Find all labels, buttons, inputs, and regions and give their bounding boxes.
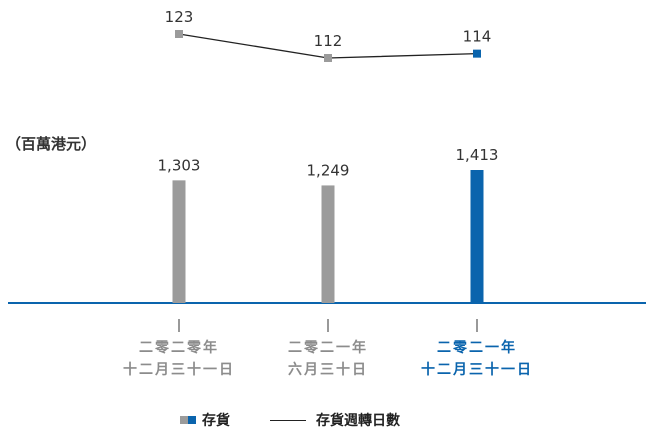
unit-label: （百萬港元） xyxy=(6,135,97,153)
legend-swatch-blue xyxy=(188,416,196,424)
x-tick-label-line2: 十二月三十一日 xyxy=(421,362,533,378)
x-tick-label-line2: 十二月三十一日 xyxy=(123,362,235,378)
line-point-0 xyxy=(175,30,183,38)
legend-line-marker xyxy=(270,419,306,421)
legend-line-label: 存貨週轉日數 xyxy=(316,413,400,429)
x-tick-label-line1: 二零二一年 xyxy=(437,340,517,356)
legend-swatch-gray xyxy=(180,416,188,424)
bar-value-label-2: 1,413 xyxy=(456,146,499,164)
x-tick-label-line2: 六月三十日 xyxy=(288,362,368,378)
bar-0 xyxy=(172,180,186,303)
x-tick-label-1: 二零二一年六月三十日 xyxy=(248,337,408,381)
x-tick-label-line1: 二零二一年 xyxy=(288,340,368,356)
line-value-label-2: 114 xyxy=(463,28,492,46)
bar-value-label-0: 1,303 xyxy=(158,156,201,174)
line-point-1 xyxy=(324,54,332,62)
x-tick-label-2: 二零二一年十二月三十一日 xyxy=(397,337,557,381)
line-value-label-0: 123 xyxy=(165,8,194,26)
bar-1 xyxy=(321,185,335,303)
line-value-label-1: 112 xyxy=(314,32,343,50)
bar-value-label-1: 1,249 xyxy=(307,161,350,179)
legend: 存貨 存貨週轉日數 xyxy=(180,410,400,430)
x-tick-label-line1: 二零二零年 xyxy=(139,340,219,356)
legend-bar-label: 存貨 xyxy=(202,413,230,429)
x-tick-label-0: 二零二零年十二月三十一日 xyxy=(99,337,259,381)
line-point-2 xyxy=(473,49,481,58)
bar-2 xyxy=(470,170,484,303)
